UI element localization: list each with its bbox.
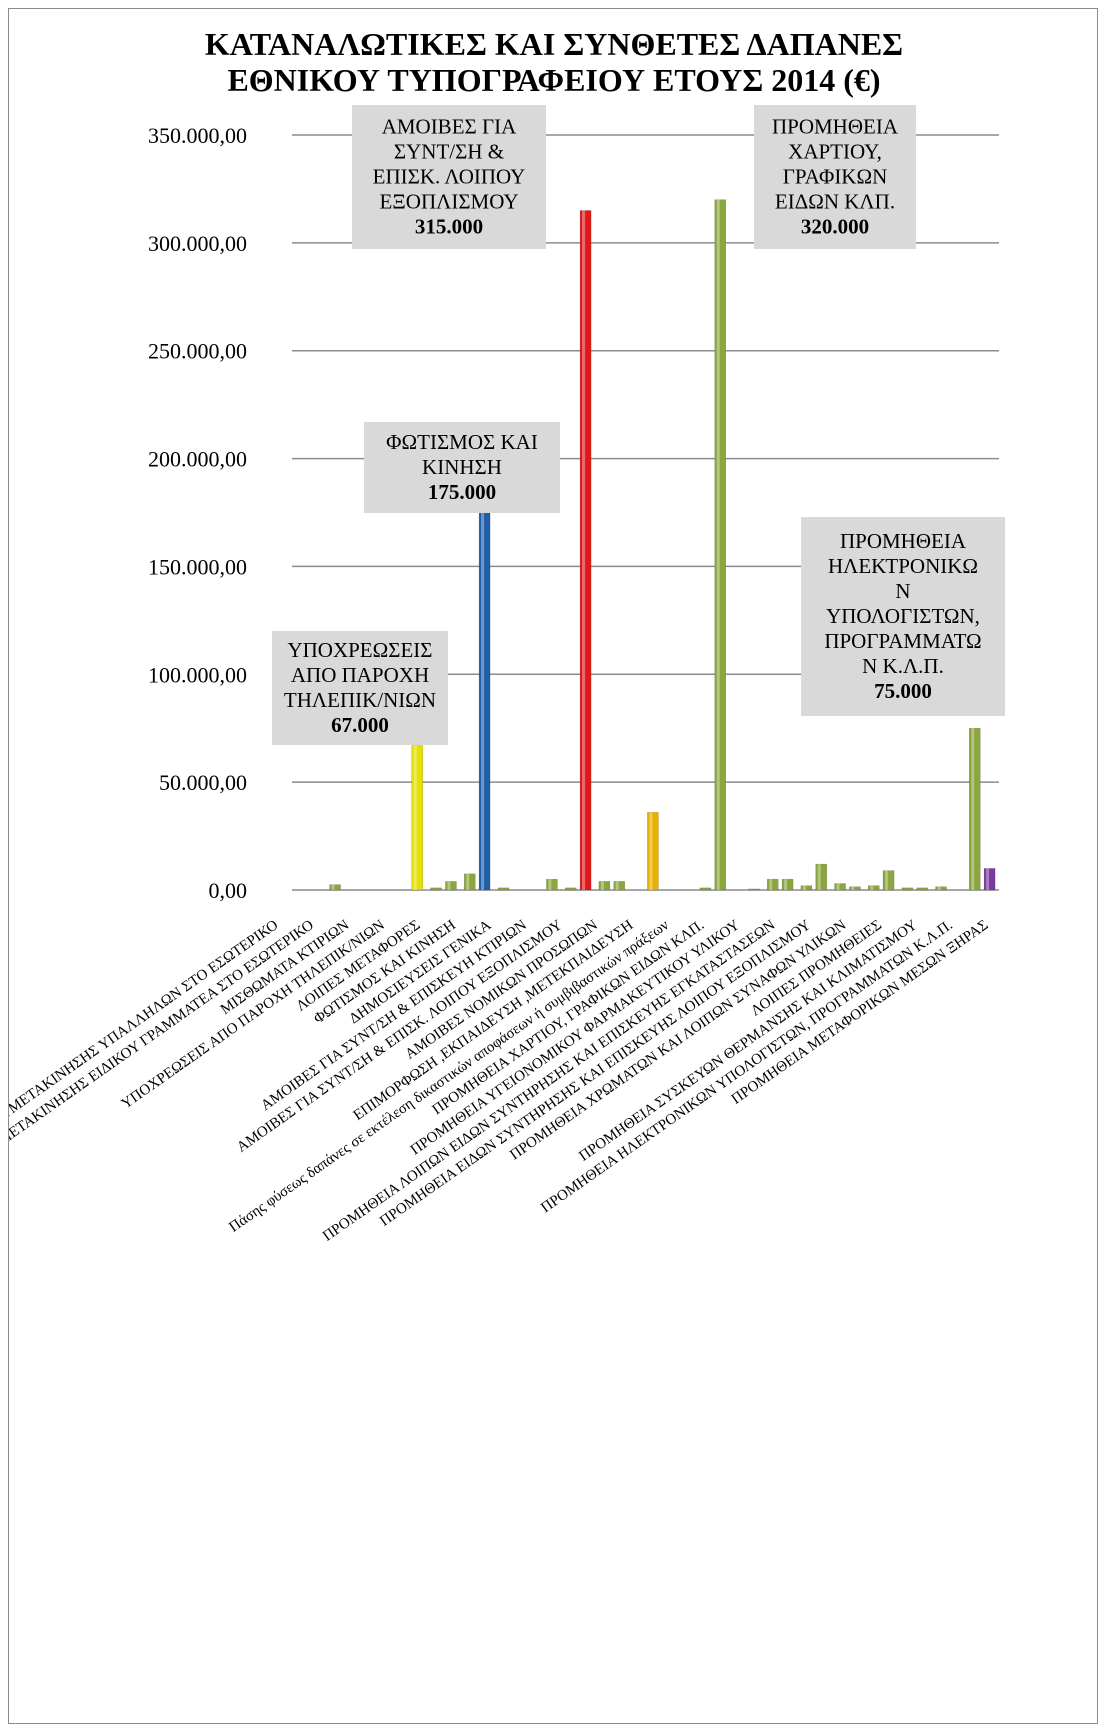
callout-label: ΗΛΕΚΤΡΟΝΙΚΩ	[828, 554, 978, 578]
x-category-label: ΕΞΟΔΑ ΜΕΤΑΚΙΝΗΣΗΣ ΕΙΔΙΚΟΥ ΓΡΑΜΜΑΤΕΑ ΣΤΟ …	[9, 917, 317, 1179]
bar	[579, 210, 592, 891]
chart-frame: ΚΑΤΑΝΑΛΩΤΙΚΕΣ ΚΑΙ ΣΥΝΘΕΤΕΣ ΔΑΠΑΝΕΣ ΕΘΝΙΚΟ…	[8, 8, 1098, 1724]
bar	[849, 886, 861, 891]
callout-box	[801, 517, 1005, 716]
bar-highlight	[986, 868, 990, 890]
bar	[901, 887, 914, 891]
callout-label: ΣΥΝΤ/ΣΗ &	[394, 140, 504, 164]
bar-highlight	[466, 873, 470, 890]
bar-highlight	[851, 886, 855, 890]
bar	[767, 878, 779, 891]
bar-highlight	[649, 812, 653, 890]
bar-chart: ΚΑΤΑΝΑΛΩΤΙΚΕΣ ΚΑΙ ΣΥΝΘΕΤΕΣ ΔΑΠΑΝΕΣΕΘΝΙΚΟ…	[9, 26, 1005, 1245]
callout-label: ΥΠΟΧΡΕΩΣΕΙΣ	[287, 638, 432, 662]
bar	[983, 868, 996, 891]
callout-label: ΑΠΟ ΠΑΡΟΧΗ	[291, 663, 429, 687]
callout-value: 315.000	[415, 215, 483, 239]
y-tick-label: 0,00	[209, 878, 248, 903]
y-tick-label: 150.000,00	[148, 554, 247, 579]
callout-box	[272, 631, 448, 745]
callout-label: ΠΡΟΜΗΘΕΙΑ	[840, 529, 967, 553]
bar	[748, 888, 760, 891]
callout-value: 320.000	[801, 215, 869, 239]
callout-value: 67.000	[331, 713, 389, 737]
bar-highlight	[817, 864, 821, 890]
bar	[834, 883, 846, 891]
bar	[546, 878, 558, 891]
callout-box	[352, 105, 546, 249]
bar-highlight	[870, 885, 874, 890]
callout-label: ΧΑΡΤΙΟΥ,	[788, 140, 882, 164]
callout-box	[364, 422, 560, 513]
callout-label: Ν Κ.Λ.Π.	[862, 654, 944, 678]
callout-label: ΥΠΟΛΟΓΙΣΤΩΝ,	[826, 604, 980, 628]
callout-label: ΠΡΟΜΗΘΕΙΑ	[772, 115, 899, 139]
bar	[647, 812, 659, 891]
bar-highlight	[413, 745, 417, 890]
bar-highlight	[971, 728, 975, 890]
y-tick-label: 200.000,00	[148, 447, 247, 472]
y-axis-ticks: 0,00 50.000,00 100.000,00 150.000,00 200.000…	[148, 123, 247, 903]
chart-title-line: ΚΑΤΑΝΑΛΩΤΙΚΕΣ ΚΑΙ ΣΥΝΘΕΤΕΣ ΔΑΠΑΝΕΣ	[205, 26, 903, 62]
y-tick-label: 300.000,00	[148, 231, 247, 256]
bar	[882, 870, 895, 891]
chart-title-line: ΕΘΝΙΚΟΥ ΤΥΠΟΓΡΑΦΕΙΟΥ ΕΤΟΥΣ 2014 (€)	[227, 62, 880, 98]
bar-highlight	[716, 199, 720, 890]
bar	[800, 885, 813, 891]
bar-highlight	[600, 881, 604, 890]
bar	[565, 887, 577, 891]
bar-highlight	[836, 883, 840, 890]
bar-highlight	[615, 881, 619, 890]
bar	[478, 512, 491, 891]
bar	[613, 881, 625, 891]
bar-highlight	[769, 879, 773, 890]
callout-label: ΕΠΙΣΚ. ΛΟΙΠΟΥ	[373, 165, 526, 189]
bar	[411, 745, 423, 891]
bar-highlight	[937, 886, 941, 890]
bar-highlight	[548, 879, 552, 890]
bar-highlight	[331, 884, 335, 890]
callout-label: ΦΩΤΙΣΜΟΣ ΚΑΙ	[386, 430, 538, 454]
bar	[969, 727, 981, 891]
bar	[714, 199, 726, 891]
bar	[916, 887, 928, 891]
bar-highlight	[885, 870, 889, 890]
callout-label: ΑΜΟΙΒΕΣ ΓΙΑ	[382, 115, 517, 139]
bar-highlight	[447, 881, 451, 890]
callout-box	[754, 105, 916, 249]
bar	[781, 878, 794, 891]
callout-label: ΤΗΛΕΠΙΚ/ΝΙΩΝ	[284, 688, 436, 712]
bar	[699, 887, 712, 891]
bars	[329, 199, 996, 891]
bar	[598, 881, 611, 891]
callout-value: 175.000	[428, 480, 496, 504]
x-axis-categories: ΕΞΟΔΑ ΜΕΤΑΚΙΝΗΣΗΣ ΥΠΑΛΛΗΛΩΝ ΣΤΟ ΕΣΩΤΕΡΙΚ…	[9, 917, 991, 1245]
bar	[815, 863, 827, 891]
bar	[445, 881, 457, 891]
callout-value: 75.000	[874, 679, 932, 703]
bar	[329, 884, 341, 891]
y-tick-label: 250.000,00	[148, 339, 247, 364]
bar	[868, 885, 880, 891]
callout-label: Ν	[895, 579, 910, 603]
y-tick-label: 100.000,00	[148, 662, 247, 687]
callout-label: ΠΡΟΓΡΑΜΜΑΤΩ	[824, 629, 981, 653]
bar	[464, 873, 476, 891]
bar-highlight	[582, 210, 586, 890]
y-tick-label: 50.000,00	[159, 770, 247, 795]
callout-label: ΓΡΑΦΙΚΩΝ	[783, 165, 888, 189]
callout-label: ΕΞΟΠΛΙΣΜΟΥ	[379, 190, 518, 214]
bar	[430, 887, 442, 891]
y-tick-label: 350.000,00	[148, 123, 247, 148]
chart-title: ΚΑΤΑΝΑΛΩΤΙΚΕΣ ΚΑΙ ΣΥΝΘΕΤΕΣ ΔΑΠΑΝΕΣΕΘΝΙΚΟ…	[205, 26, 903, 98]
callout-label: ΕΙΔΩΝ ΚΛΠ.	[775, 190, 895, 214]
bar-highlight	[481, 512, 485, 890]
bar	[497, 887, 510, 891]
bar-highlight	[784, 879, 788, 890]
callout-label: ΚΙΝΗΣΗ	[422, 455, 502, 479]
bar-highlight	[802, 885, 806, 890]
bar	[935, 886, 947, 891]
